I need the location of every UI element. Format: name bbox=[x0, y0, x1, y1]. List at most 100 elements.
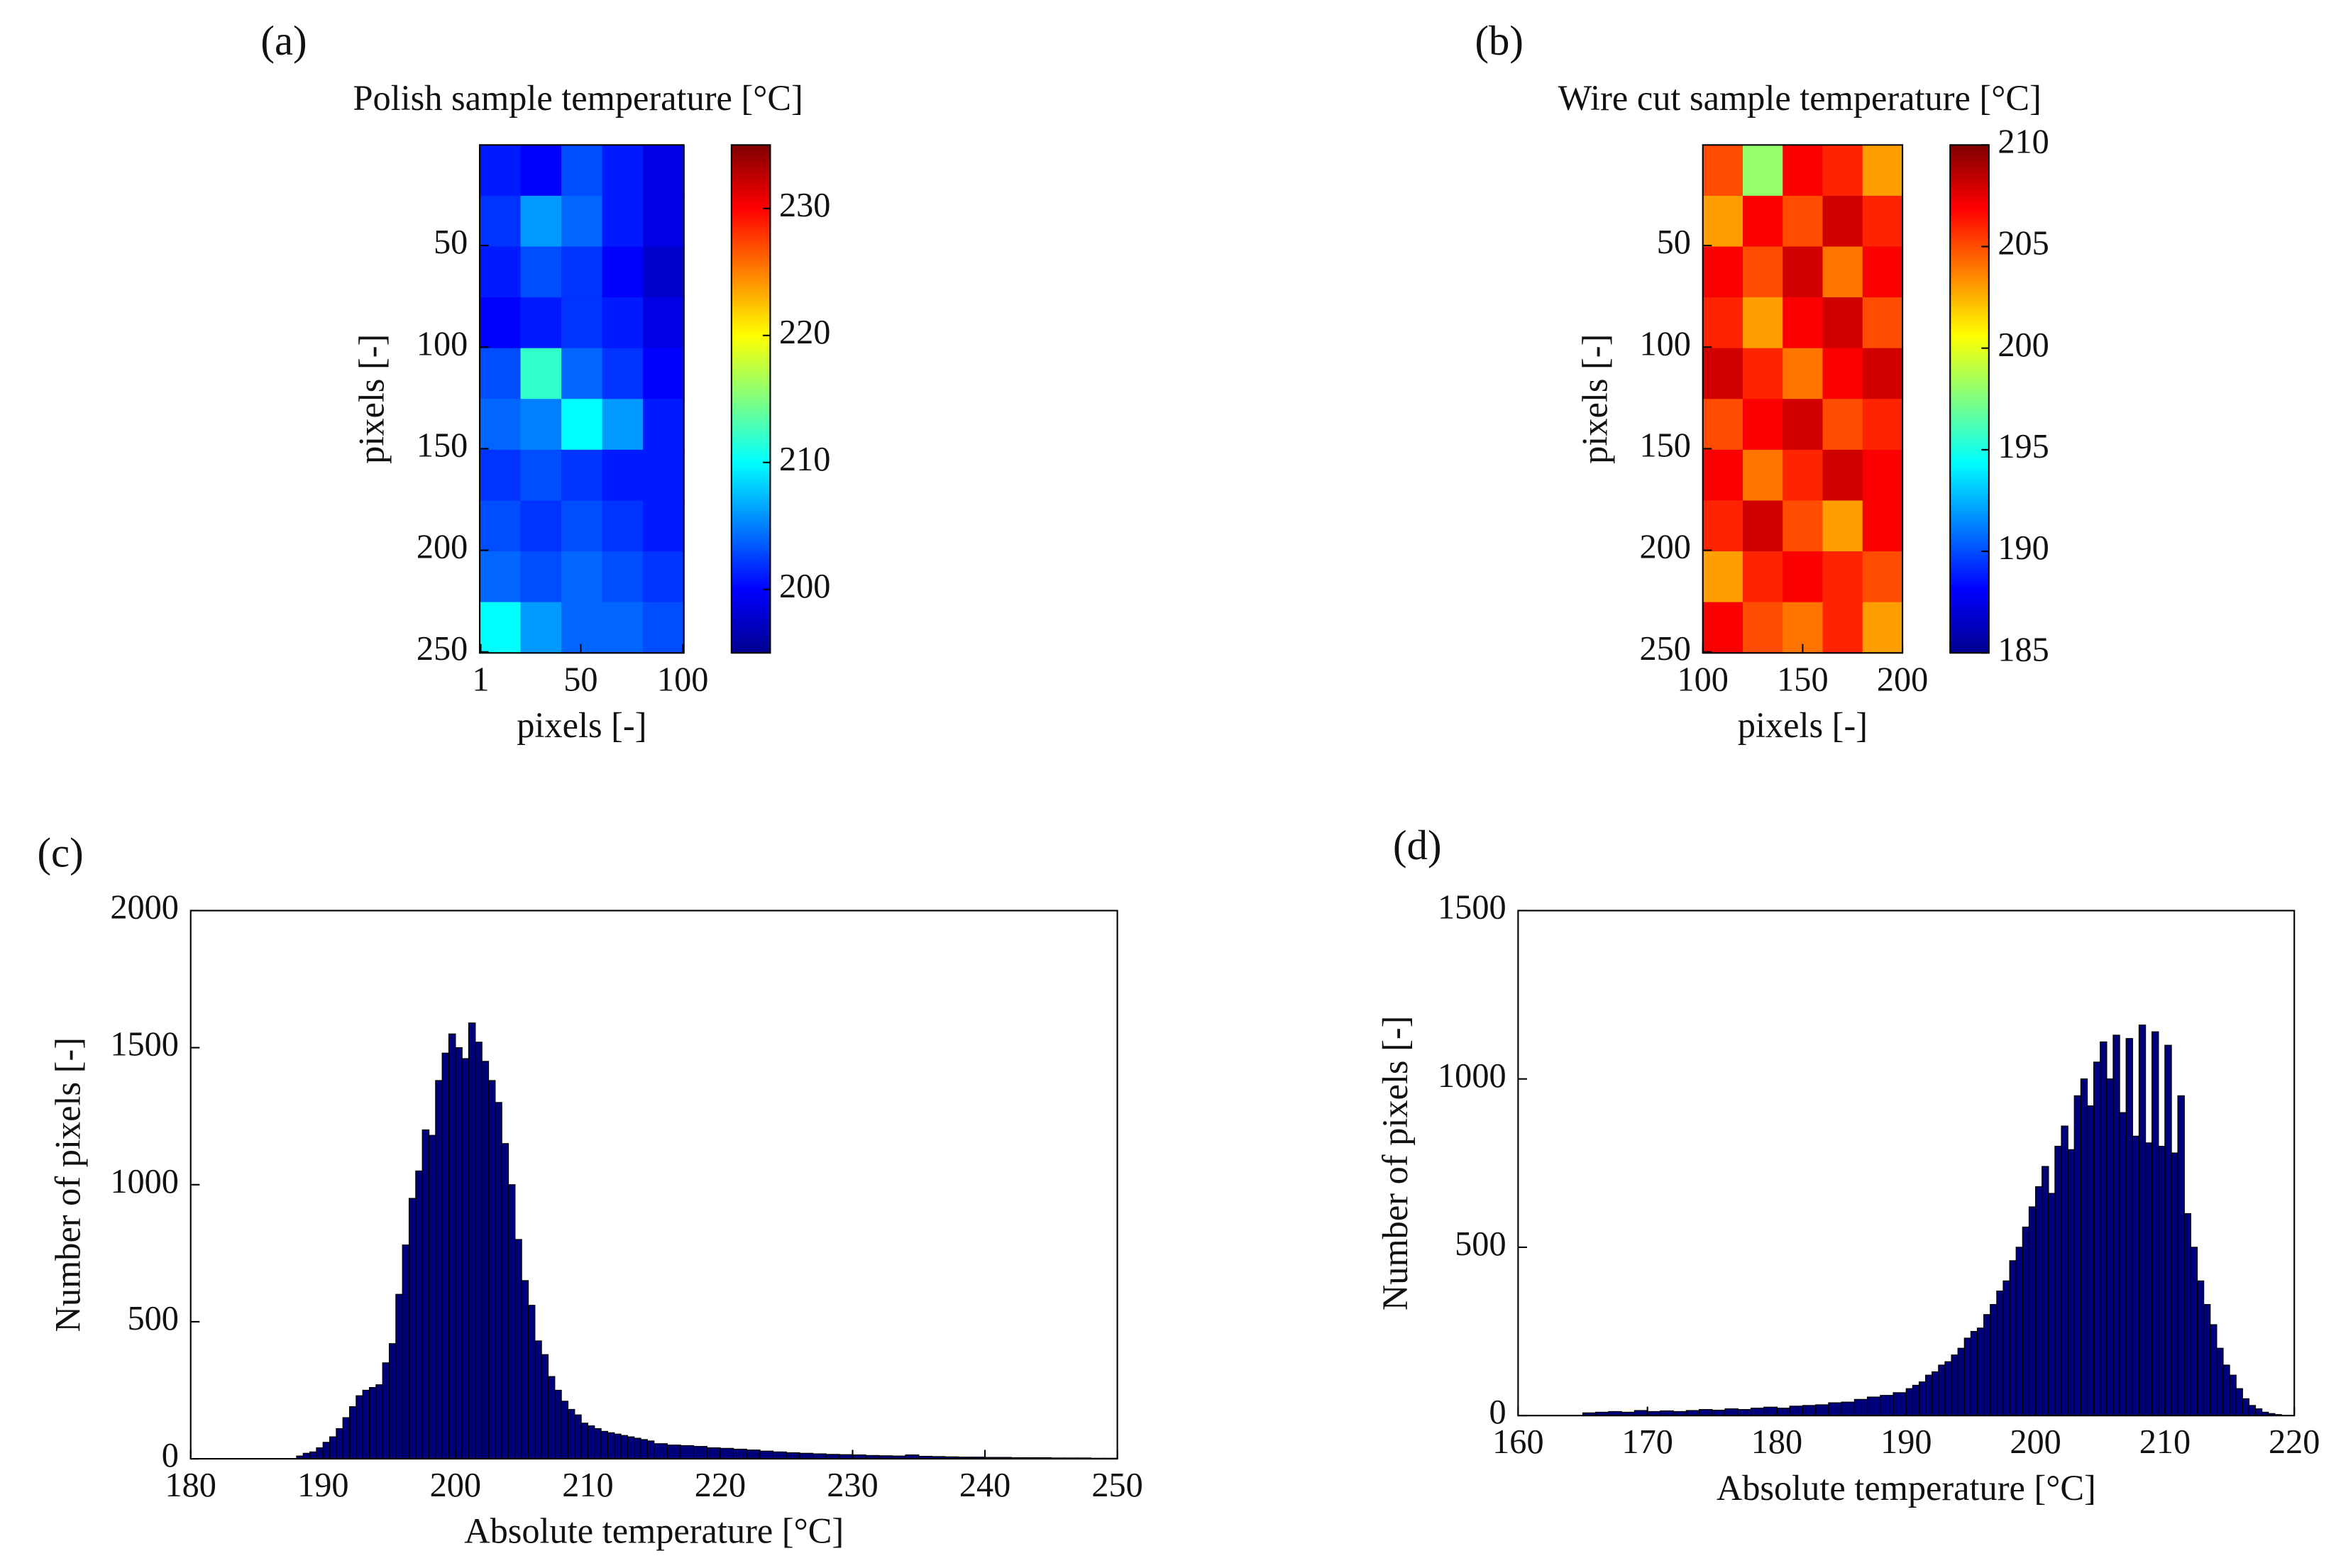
histogram-bar bbox=[2183, 1213, 2191, 1416]
heatmap-cell bbox=[1822, 551, 1863, 603]
histogram-bar bbox=[487, 1080, 496, 1459]
histogram-bar bbox=[507, 1184, 516, 1459]
x-tick-label: 220 bbox=[2269, 1423, 2320, 1461]
heatmap-cell bbox=[1742, 500, 1784, 553]
heatmap-cell bbox=[1862, 602, 1904, 654]
heatmap-cell bbox=[480, 449, 522, 502]
heatmap-cell bbox=[561, 602, 603, 654]
axes-box bbox=[478, 144, 685, 654]
y-tick-label: 100 bbox=[1640, 325, 1691, 363]
x-tick-label: 220 bbox=[695, 1467, 746, 1504]
x-axis-label: pixels [-] bbox=[517, 705, 646, 745]
y-tick-label: 500 bbox=[1455, 1225, 1506, 1263]
x-axis-label: Absolute temperature [°C] bbox=[1717, 1468, 2096, 1508]
histogram-bar bbox=[1912, 1384, 1920, 1416]
histogram-bar bbox=[2138, 1025, 2147, 1416]
heatmap-cell bbox=[1742, 449, 1784, 502]
y-tick-label: 1500 bbox=[1438, 889, 1506, 927]
heatmap-cell bbox=[1783, 551, 1824, 603]
histogram-bar bbox=[481, 1061, 490, 1459]
histogram-bar bbox=[1724, 1408, 1739, 1416]
heatmap-cell bbox=[1783, 145, 1824, 197]
histogram-bar bbox=[1976, 1327, 1985, 1416]
histogram-bar bbox=[2080, 1078, 2088, 1416]
histogram-bar bbox=[746, 1450, 761, 1459]
colorbar-tick-label: 200 bbox=[1998, 326, 2049, 364]
x-tick-label: 210 bbox=[2139, 1423, 2191, 1461]
histogram-bar bbox=[561, 1401, 569, 1459]
histogram-bar bbox=[620, 1435, 628, 1459]
heatmap-cell bbox=[480, 195, 522, 248]
y-tick-label: 100 bbox=[417, 325, 468, 363]
histogram-bar bbox=[580, 1423, 589, 1459]
histogram-bar bbox=[422, 1129, 430, 1459]
histogram-bar bbox=[2002, 1280, 2010, 1416]
histogram-bar bbox=[1925, 1374, 1933, 1416]
heatmap-cell bbox=[1822, 602, 1863, 654]
heatmap-cell bbox=[1862, 246, 1904, 299]
heatmap-cell bbox=[1742, 399, 1784, 451]
histogram-bar bbox=[2177, 1095, 2185, 1416]
histogram-bar bbox=[2229, 1374, 2237, 1416]
heatmap-cell bbox=[1742, 297, 1784, 349]
heatmap-cell bbox=[561, 246, 603, 299]
heatmap-cell bbox=[1822, 297, 1863, 349]
histogram-bar bbox=[468, 1022, 476, 1459]
heatmap-cell bbox=[643, 297, 685, 349]
histogram-bar bbox=[2210, 1324, 2217, 1416]
histogram-bar bbox=[388, 1343, 397, 1459]
heatmap-cell bbox=[602, 145, 644, 197]
histogram-bar bbox=[2073, 1095, 2082, 1416]
heatmap-cell bbox=[602, 297, 644, 349]
heatmap-cell bbox=[1862, 551, 1904, 603]
y-tick-label: 150 bbox=[417, 427, 468, 465]
histogram-bar bbox=[1893, 1392, 1907, 1416]
histogram-bar bbox=[2061, 1125, 2068, 1416]
histogram-bar bbox=[567, 1408, 575, 1459]
histogram-bar bbox=[759, 1450, 774, 1459]
histogram-bar bbox=[2216, 1347, 2224, 1416]
histogram-bar bbox=[666, 1445, 681, 1459]
histogram-bar bbox=[2042, 1166, 2049, 1416]
colorbar-tick-label: 205 bbox=[1998, 225, 2049, 263]
histogram-bar bbox=[693, 1446, 707, 1459]
histogram-bar bbox=[1951, 1354, 1958, 1416]
histogram-bar bbox=[2067, 1149, 2075, 1416]
heatmap-cell bbox=[1862, 195, 1904, 248]
histogram-bar bbox=[428, 1134, 436, 1459]
histogram-bar bbox=[1918, 1381, 1927, 1416]
histogram-bar bbox=[1750, 1408, 1765, 1416]
heatmap-cell bbox=[480, 145, 522, 197]
histogram-bar bbox=[720, 1447, 734, 1459]
heatmap-cell bbox=[1862, 297, 1904, 349]
histogram-bar bbox=[2112, 1034, 2120, 1416]
histogram-bar bbox=[441, 1052, 450, 1459]
histogram-bar bbox=[680, 1445, 695, 1459]
x-tick-label: 100 bbox=[1677, 661, 1729, 698]
histogram-bar bbox=[395, 1293, 403, 1459]
heatmap-cell bbox=[561, 348, 603, 400]
colorbar-tick-label: 195 bbox=[1998, 428, 2049, 465]
heatmap-cell bbox=[1702, 551, 1744, 603]
histogram-bar bbox=[408, 1198, 417, 1459]
histogram-bar bbox=[594, 1428, 602, 1459]
histogram-bar bbox=[2119, 1112, 2127, 1416]
heatmap-cell bbox=[1702, 348, 1744, 400]
histogram-bar bbox=[2054, 1145, 2062, 1416]
x-tick-label: 210 bbox=[562, 1467, 613, 1504]
histogram-bar bbox=[2171, 1152, 2178, 1416]
heatmap-cell bbox=[520, 399, 563, 451]
colorbar-tick-label: 190 bbox=[1998, 529, 2049, 567]
histogram-bar bbox=[362, 1389, 370, 1459]
heatmap-cell bbox=[520, 602, 563, 654]
histogram-bar bbox=[799, 1452, 814, 1459]
histogram-bar bbox=[574, 1414, 582, 1459]
heatmap-cell bbox=[561, 297, 603, 349]
x-tick-label: 190 bbox=[297, 1467, 348, 1504]
chart-title: Polish sample temperature [°C] bbox=[353, 78, 803, 118]
colorbar-tick-label: 220 bbox=[779, 314, 830, 351]
histogram-bar bbox=[607, 1432, 615, 1459]
heatmap-cell bbox=[643, 246, 685, 299]
histogram-bar bbox=[640, 1439, 648, 1459]
histogram-bar bbox=[1802, 1405, 1817, 1416]
